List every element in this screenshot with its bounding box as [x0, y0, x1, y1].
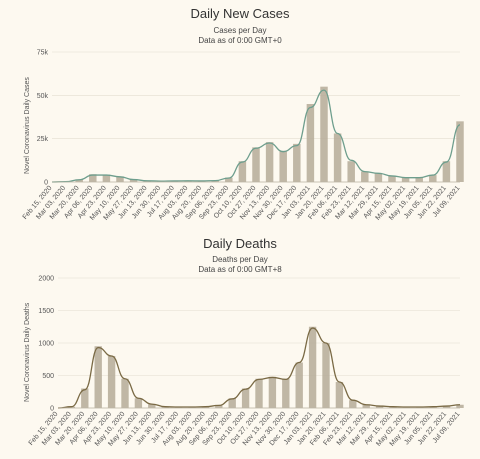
bar	[306, 104, 315, 182]
bar	[252, 147, 260, 182]
bar	[389, 406, 397, 408]
bar	[347, 161, 355, 182]
bar	[320, 86, 328, 182]
bar	[75, 179, 83, 182]
bar	[442, 161, 451, 182]
cases-chart: Daily New Cases Cases per Day Data as of…	[22, 6, 464, 222]
chart-subtitle-line-2: Data as of 0:00 GMT+0	[198, 36, 282, 45]
bar	[388, 175, 396, 182]
bar	[456, 121, 464, 182]
bar	[374, 173, 383, 182]
bar	[308, 326, 317, 408]
bar	[456, 404, 464, 408]
bar	[81, 388, 89, 408]
bar	[429, 406, 437, 408]
y-tick-label: 75k	[37, 50, 49, 57]
bar	[148, 404, 156, 408]
bar	[293, 143, 301, 182]
bar	[322, 343, 330, 408]
deaths-chart: Daily Deaths Deaths per Day Data as of 0…	[0, 230, 480, 459]
bar	[225, 177, 233, 182]
bar	[415, 177, 423, 182]
bar	[361, 171, 369, 182]
chart-subtitle-line-1: Cases per Day	[213, 26, 267, 35]
chart-title: Daily New Cases	[190, 6, 290, 21]
y-tick-label: 1000	[38, 341, 54, 348]
bar	[116, 176, 124, 182]
bar	[241, 388, 250, 408]
bar	[375, 406, 384, 408]
bar	[349, 400, 357, 408]
bar	[255, 378, 263, 408]
bar	[335, 382, 344, 408]
bar	[215, 405, 223, 408]
chart-subtitle-line-1: Deaths per Day	[212, 255, 268, 264]
bar	[201, 406, 210, 408]
bar	[238, 161, 247, 182]
y-tick-label: 25k	[37, 136, 49, 143]
y-tick-label: 50k	[37, 93, 49, 100]
bar	[401, 177, 410, 182]
bar	[102, 174, 111, 182]
chart-title: Daily Deaths	[203, 236, 277, 251]
bar	[107, 356, 116, 408]
bar	[94, 346, 102, 408]
bar	[67, 406, 76, 408]
bar	[279, 150, 287, 182]
bar	[295, 362, 303, 408]
bar	[429, 175, 437, 182]
bar	[121, 378, 129, 408]
bar	[282, 378, 290, 408]
bar	[442, 406, 451, 408]
bar	[228, 398, 236, 408]
chart-subtitle-line-2: Data as of 0:00 GMT+8	[198, 265, 282, 274]
y-tick-label: 2000	[38, 276, 54, 283]
bar	[161, 406, 169, 408]
bar	[362, 404, 370, 408]
y-tick-label: 500	[42, 373, 54, 380]
bar	[268, 376, 277, 408]
y-tick-label: 0	[44, 180, 48, 187]
bar	[134, 398, 143, 408]
trend-line	[57, 327, 461, 409]
y-tick-label: 1500	[38, 308, 54, 315]
bar	[265, 142, 274, 182]
bar	[333, 133, 342, 182]
bar	[129, 179, 138, 182]
trend-line	[51, 89, 461, 183]
bar	[89, 174, 97, 182]
y-tick-label: 0	[50, 406, 54, 413]
bar	[211, 180, 219, 182]
